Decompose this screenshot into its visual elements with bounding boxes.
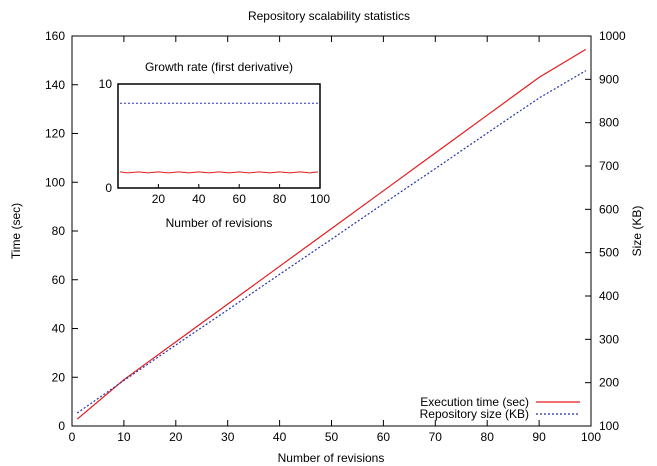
y-tick-label-0: 0	[58, 419, 65, 433]
x-tick-label-10: 100	[581, 430, 601, 444]
y2-tick-label-2: 300	[599, 332, 619, 346]
inset-frame	[117, 83, 321, 189]
x-tick-label-6: 60	[377, 430, 391, 444]
legend-label-repository-size: Repository size (KB)	[420, 407, 529, 421]
x-tick-label-2: 20	[169, 430, 183, 444]
y-tick-label-5: 100	[45, 175, 65, 189]
inset-y-tick-label-1: 10	[99, 77, 113, 91]
inset-series-line-execution-rate	[119, 171, 319, 174]
inset-title: Growth rate (first derivative)	[145, 60, 293, 74]
y-axis-title: Time (sec)	[9, 203, 23, 259]
x-tick-label-0: 0	[69, 430, 76, 444]
y-tick-label-1: 20	[52, 370, 66, 384]
y-tick-label-4: 80	[52, 224, 66, 238]
inset-x-tick-label-2: 60	[233, 192, 247, 206]
y2-tick-label-6: 700	[599, 159, 619, 173]
y2-tick-label-5: 600	[599, 202, 619, 216]
x-tick-label-9: 90	[532, 430, 546, 444]
y-tick-label-7: 140	[45, 78, 65, 92]
inset-x-axis-title: Number of revisions	[166, 216, 273, 230]
y-tick-label-8: 160	[45, 29, 65, 43]
y2-tick-label-4: 500	[599, 246, 619, 260]
legend-label-execution-time: Execution time (sec)	[420, 395, 529, 409]
x-axis-title: Number of revisions	[278, 451, 385, 465]
x-tick-label-1: 10	[117, 430, 131, 444]
y2-tick-label-1: 200	[599, 376, 619, 390]
y2-tick-label-3: 400	[599, 289, 619, 303]
y-tick-label-2: 40	[52, 322, 66, 336]
chart-title: Repository scalability statistics	[248, 9, 410, 23]
y-tick-label-3: 60	[52, 273, 66, 287]
y-tick-label-6: 120	[45, 127, 65, 141]
y2-tick-label-9: 1000	[599, 29, 626, 43]
x-tick-label-7: 70	[429, 430, 443, 444]
y2-tick-label-0: 100	[599, 419, 619, 433]
y2-axis-title: Size (KB)	[630, 206, 644, 257]
x-tick-label-8: 80	[481, 430, 495, 444]
legend: Execution time (sec) Repository size (KB…	[420, 395, 580, 421]
series-line-repository-size	[76, 70, 587, 414]
x-tick-label-3: 30	[221, 430, 235, 444]
y2-tick-label-7: 800	[599, 116, 619, 130]
inset-x-tick-label-1: 40	[192, 192, 206, 206]
inset-x-tick-label-3: 80	[273, 192, 287, 206]
x-tick-label-5: 50	[325, 430, 339, 444]
y2-tick-label-8: 900	[599, 72, 619, 86]
inset-x-tick-label-4: 100	[310, 192, 330, 206]
series-line-execution-time	[76, 48, 587, 420]
x-tick-label-4: 40	[273, 430, 287, 444]
inset-x-tick-label-0: 20	[152, 192, 166, 206]
inset-y-tick-label-0: 0	[105, 181, 112, 195]
